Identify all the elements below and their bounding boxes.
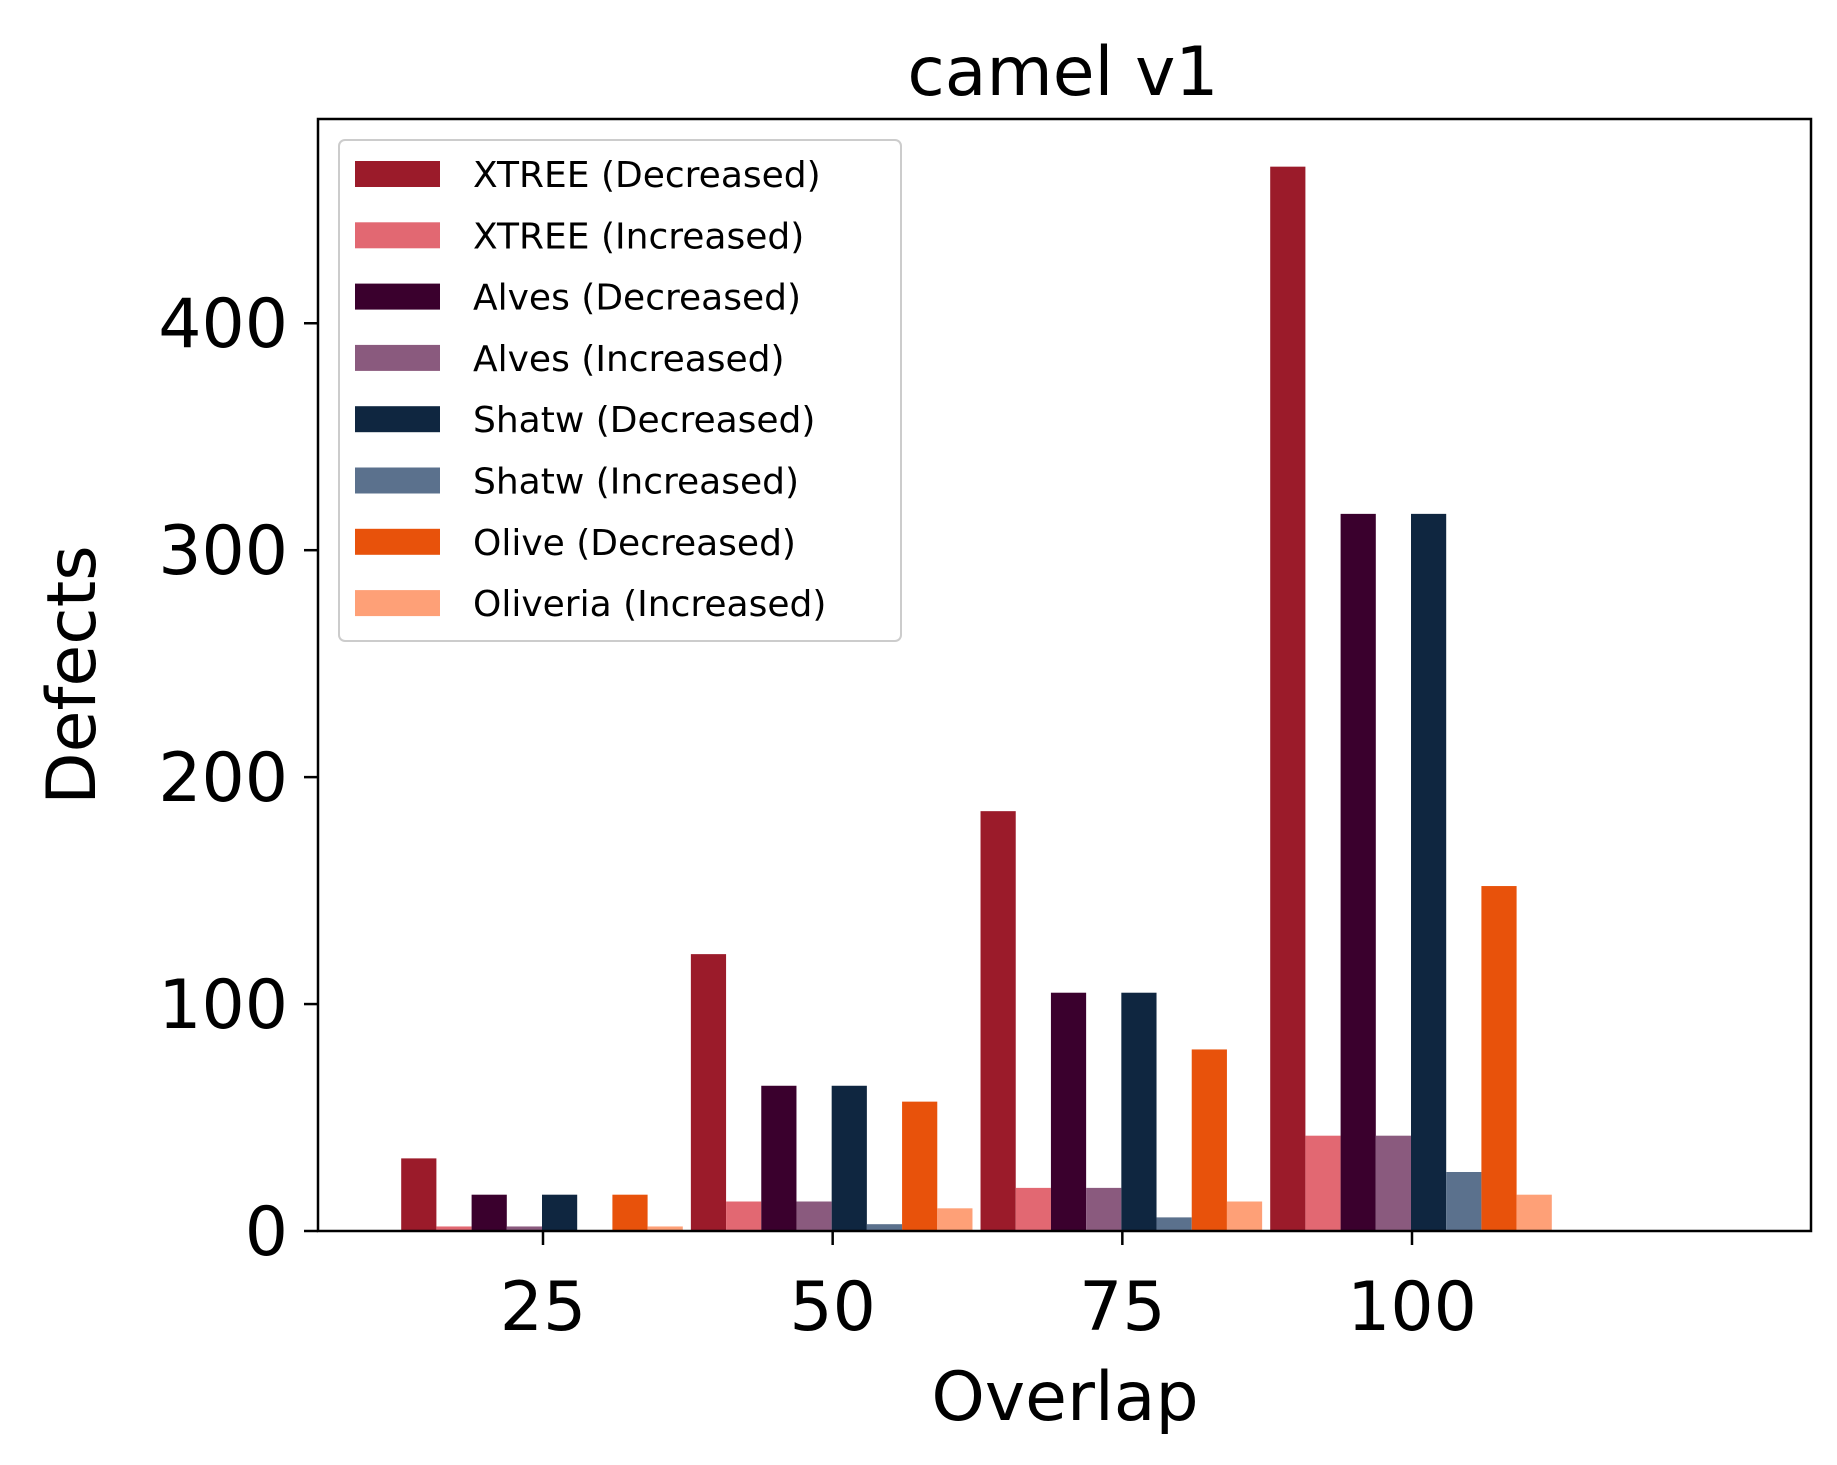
bar-xtree-decreased-75 bbox=[980, 811, 1016, 1231]
legend-label-3: Alves (Increased) bbox=[473, 339, 785, 380]
x-axis-label: Overlap bbox=[931, 1358, 1198, 1437]
x-tick-label-50: 50 bbox=[789, 1268, 876, 1347]
y-tick-label-100: 100 bbox=[158, 966, 288, 1045]
bar-xtree-increased-75 bbox=[1015, 1187, 1051, 1231]
legend-swatch-2 bbox=[355, 283, 440, 310]
bar-oliveria-increased-50 bbox=[937, 1208, 973, 1231]
legend-label-4: Shatw (Decreased) bbox=[473, 400, 815, 441]
legend-swatch-5 bbox=[355, 467, 440, 494]
bar-oliveria-increased-100 bbox=[1516, 1194, 1552, 1231]
y-tick-label-300: 300 bbox=[158, 512, 288, 591]
bar-shatw-decreased-25 bbox=[542, 1194, 578, 1231]
y-axis-label: Defects bbox=[33, 545, 112, 804]
bar-shatw-increased-75 bbox=[1156, 1217, 1192, 1231]
bar-alves-increased-25 bbox=[506, 1226, 542, 1231]
bar-xtree-decreased-50 bbox=[690, 954, 727, 1231]
y-tick-label-200: 200 bbox=[158, 739, 288, 818]
legend-label-0: XTREE (Decreased) bbox=[473, 155, 821, 196]
bar-xtree-increased-50 bbox=[726, 1201, 762, 1231]
legend-swatch-6 bbox=[355, 528, 440, 555]
y-axis: 0 100 200 300 400 bbox=[158, 285, 318, 1272]
legend-swatch-3 bbox=[355, 344, 440, 371]
bar-olive-decreased-25 bbox=[612, 1194, 648, 1231]
bar-xtree-decreased-25 bbox=[401, 1158, 437, 1231]
bar-olive-decreased-75 bbox=[1191, 1049, 1227, 1231]
bar-alves-increased-50 bbox=[796, 1201, 832, 1231]
legend: XTREE (Decreased) XTREE (Increased) Alves … bbox=[338, 139, 902, 642]
bar-xtree-increased-25 bbox=[436, 1226, 472, 1231]
y-tick-label-0: 0 bbox=[245, 1193, 288, 1272]
x-axis: 25 50 75 100 bbox=[500, 1231, 1477, 1347]
bar-alves-decreased-50 bbox=[761, 1085, 797, 1231]
bar-oliveria-increased-75 bbox=[1226, 1201, 1263, 1231]
legend-label-1: XTREE (Increased) bbox=[473, 216, 804, 257]
x-tick-label-100: 100 bbox=[1347, 1268, 1477, 1347]
bar-shatw-increased-50 bbox=[866, 1224, 903, 1231]
bar-alves-increased-75 bbox=[1086, 1187, 1122, 1231]
bar-alves-increased-100 bbox=[1375, 1135, 1411, 1231]
legend-swatch-1 bbox=[355, 222, 440, 249]
bar-oliveria-increased-25 bbox=[647, 1226, 683, 1231]
bar-xtree-decreased-100 bbox=[1270, 166, 1306, 1231]
legend-label-6: Olive (Decreased) bbox=[473, 523, 796, 564]
bar-olive-decreased-100 bbox=[1481, 886, 1517, 1231]
legend-swatch-0 bbox=[355, 161, 440, 187]
bar-shatw-increased-100 bbox=[1446, 1172, 1482, 1231]
bar-alves-decreased-25 bbox=[471, 1194, 507, 1231]
bars-group bbox=[401, 166, 1552, 1231]
legend-box bbox=[338, 139, 902, 642]
bar-shatw-decreased-50 bbox=[831, 1085, 867, 1231]
bar-olive-decreased-50 bbox=[902, 1101, 938, 1231]
legend-label-5: Shatw (Increased) bbox=[473, 462, 799, 503]
bar-alves-decreased-100 bbox=[1340, 513, 1376, 1231]
bar-xtree-increased-100 bbox=[1305, 1135, 1341, 1231]
bar-shatw-decreased-75 bbox=[1121, 992, 1157, 1231]
chart-title: camel v1 bbox=[907, 33, 1218, 112]
y-tick-label-400: 400 bbox=[158, 285, 288, 364]
legend-swatch-7 bbox=[355, 590, 440, 617]
x-tick-label-25: 25 bbox=[500, 1268, 587, 1347]
x-tick-label-75: 75 bbox=[1079, 1268, 1166, 1347]
bar-shatw-decreased-100 bbox=[1411, 513, 1447, 1231]
legend-label-7: Oliveria (Increased) bbox=[473, 584, 826, 625]
plot-frame bbox=[316, 117, 1813, 1233]
legend-label-2: Alves (Decreased) bbox=[473, 278, 801, 319]
bar-alves-decreased-75 bbox=[1050, 992, 1087, 1231]
legend-swatch-4 bbox=[355, 406, 440, 433]
